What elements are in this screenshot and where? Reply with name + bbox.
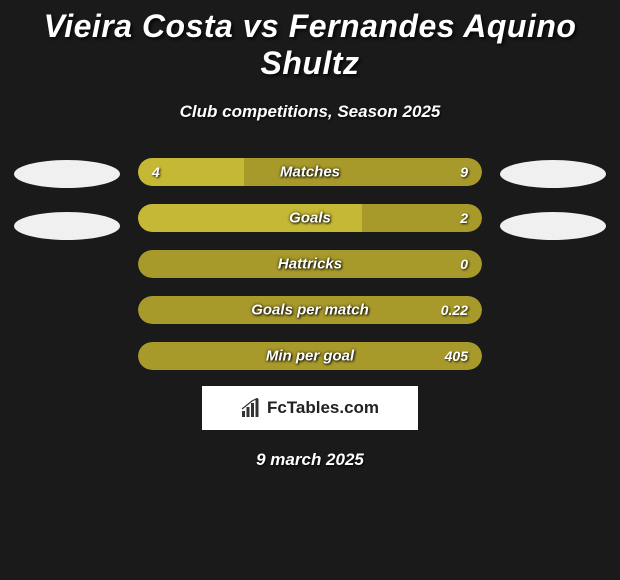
stat-label: Goals [289, 210, 331, 227]
stat-value-right: 0.22 [441, 302, 468, 318]
subtitle: Club competitions, Season 2025 [0, 102, 620, 122]
brand-badge[interactable]: FcTables.com [202, 386, 418, 430]
stat-bar-goals: Goals 2 [138, 204, 482, 232]
right-player-badge-0 [500, 160, 606, 188]
stat-value-right: 9 [460, 164, 468, 180]
stat-label: Hattricks [278, 256, 342, 273]
stat-label: Min per goal [266, 348, 354, 365]
stat-value-right: 2 [460, 210, 468, 226]
right-player-badge-1 [500, 212, 606, 240]
date-text: 9 march 2025 [0, 450, 620, 470]
stat-bar-goals-per-match: Goals per match 0.22 [138, 296, 482, 324]
stats-area: 4 Matches 9 Goals 2 Hattricks 0 Goals per match… [0, 158, 620, 370]
left-player-badge-0 [14, 160, 120, 188]
stat-bar-hattricks: Hattricks 0 [138, 250, 482, 278]
page-title: Vieira Costa vs Fernandes Aquino Shultz [0, 0, 620, 82]
right-badge-column [500, 158, 606, 240]
stat-value-left: 4 [152, 164, 160, 180]
stat-bar-matches: 4 Matches 9 [138, 158, 482, 186]
brand-text: FcTables.com [267, 398, 379, 418]
brand-chart-icon [241, 398, 261, 418]
comparison-container: Vieira Costa vs Fernandes Aquino Shultz … [0, 0, 620, 580]
left-player-badge-1 [14, 212, 120, 240]
stat-label: Goals per match [251, 302, 369, 319]
stat-bar-min-per-goal: Min per goal 405 [138, 342, 482, 370]
stat-value-right: 405 [445, 348, 468, 364]
stat-bars-column: 4 Matches 9 Goals 2 Hattricks 0 Goals per match… [138, 158, 482, 370]
left-badge-column [14, 158, 120, 240]
stat-label: Matches [280, 164, 340, 181]
stat-value-right: 0 [460, 256, 468, 272]
